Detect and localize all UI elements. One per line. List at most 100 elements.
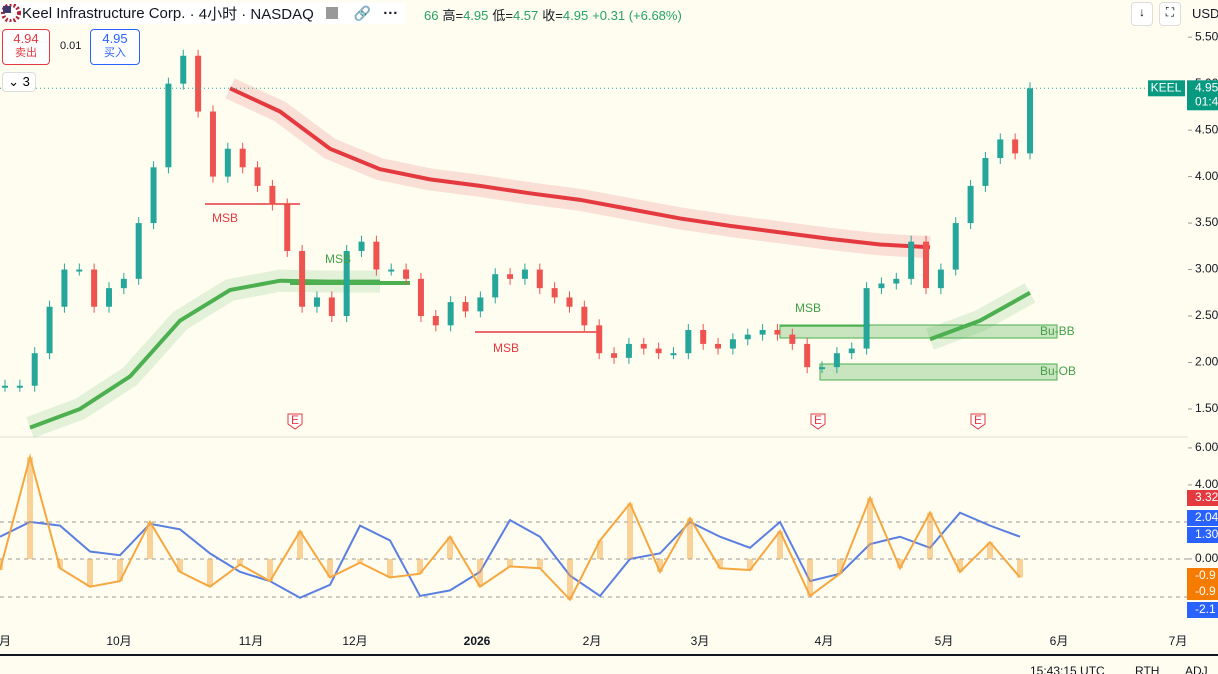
candle [2, 385, 8, 388]
y-tick-label: 6.00 [1195, 440, 1218, 454]
symbol-header[interactable]: Keel Infrastructure Corp. · 4小时 · NASDAQ… [0, 2, 407, 24]
candle [640, 343, 647, 349]
candle [848, 348, 855, 354]
x-tick-label: 6月 [1050, 634, 1069, 648]
osc-line [0, 511, 1021, 599]
x-tick-label: 4月 [815, 634, 834, 648]
annotation: MSB [325, 252, 351, 266]
candle [120, 278, 127, 289]
candle [923, 241, 930, 289]
candle [655, 348, 662, 354]
currency: USD [1192, 6, 1218, 21]
label: 高= [442, 8, 464, 23]
y-tick-label: 3.50 [1195, 215, 1218, 229]
candle [759, 329, 766, 335]
candle [744, 334, 751, 340]
candle [492, 274, 499, 298]
candle [477, 297, 484, 312]
osc-badge [1187, 490, 1218, 506]
y-tick-label: 2.50 [1195, 308, 1218, 322]
osc-badge-label: 2.04 [1195, 510, 1218, 524]
candle [1027, 88, 1033, 154]
osc-badge [1187, 568, 1218, 584]
osc-badge [1187, 527, 1218, 543]
x-tick-label: 5月 [935, 634, 954, 648]
sell-button[interactable]: 4.94 卖出 [2, 29, 50, 65]
candle [982, 158, 989, 186]
annotation: MSB [493, 341, 519, 355]
candle [521, 269, 528, 279]
y-tick-label: 4.00 [1195, 477, 1218, 491]
ma-band [26, 269, 1036, 438]
buy-button[interactable]: 4.95 买入 [90, 29, 140, 65]
candle [432, 316, 439, 326]
candle [373, 241, 380, 270]
annotation: Bu-BB [1040, 324, 1075, 338]
ohlc-change: +0.31 (+6.68%) [592, 8, 682, 23]
candle [269, 185, 276, 205]
candle [937, 269, 944, 289]
osc-badge [1187, 584, 1218, 600]
x-tick-label: 12月 [342, 634, 367, 648]
candle [150, 167, 157, 224]
fullscreen-btn[interactable]: ⛶ [1159, 2, 1181, 26]
sell-label: 卖出 [15, 47, 37, 59]
y-tick-label: 4.50 [1195, 122, 1218, 136]
icon[interactable] [325, 7, 338, 19]
candle [16, 385, 23, 388]
candle [254, 167, 261, 186]
osc-line [0, 453, 1021, 602]
candle [313, 297, 320, 307]
candle [195, 55, 202, 112]
candle [388, 269, 395, 272]
osc-badge-label: -0.9 [1195, 584, 1216, 598]
ohlc-close: 4.95 [562, 8, 589, 23]
candle [358, 241, 365, 251]
indicator-count: 3 [22, 74, 30, 89]
badge-symbol: KEEL [1151, 80, 1182, 94]
candle [328, 297, 335, 317]
x-tick-label: 7月 [1169, 634, 1188, 648]
osc-badge [1187, 602, 1218, 618]
sell-price: 4.94 [13, 31, 39, 46]
candle [729, 339, 736, 349]
ohlc: 66 高=4.95 低=4.57 收=4.95 +0.31 (+6.68%) [424, 5, 686, 24]
x-tick-label: 2月 [583, 634, 602, 648]
osc-badge-label: 3.32 [1195, 490, 1218, 504]
annotation: Bu-OB [1040, 364, 1076, 378]
zone-box [779, 324, 1058, 339]
buy-label: 买入 [104, 47, 126, 59]
buy-price: 4.95 [102, 31, 128, 46]
candle [833, 353, 840, 368]
candle [417, 278, 424, 317]
x-tick-label: 10月 [106, 634, 131, 648]
candle [507, 274, 514, 279]
candle [700, 329, 707, 344]
osc-badge-label: -2.1 [1195, 602, 1216, 616]
candle [611, 353, 618, 358]
indicator-toggle[interactable]: ⌄ 3 [2, 72, 36, 92]
y-tick-label: 3.00 [1195, 262, 1218, 276]
download-btn[interactable]: ↓ [1131, 2, 1153, 26]
candle [863, 288, 870, 349]
x-tick-label: 11月 [239, 634, 263, 648]
candle [165, 83, 172, 168]
candle [596, 325, 603, 354]
flag-icon [1, 4, 21, 22]
candle [819, 367, 826, 370]
badge-countdown: 01:4 [1195, 94, 1218, 108]
badge-price: 4.95 [1195, 80, 1218, 94]
spread: 0.01 [60, 40, 82, 52]
link-icon[interactable]: 🔗 [353, 4, 372, 21]
label: 收= [542, 8, 563, 23]
interval: · 4小时 · NASDAQ [189, 5, 314, 23]
candle [239, 148, 246, 168]
candle [447, 302, 454, 326]
candle [625, 343, 632, 358]
y-tick-label: 0.00 [1195, 551, 1218, 565]
earnings-marker [970, 413, 986, 430]
ohlc-high: 4.95 [463, 8, 489, 23]
more-icon[interactable]: ··· [383, 4, 399, 22]
candle [789, 334, 796, 344]
